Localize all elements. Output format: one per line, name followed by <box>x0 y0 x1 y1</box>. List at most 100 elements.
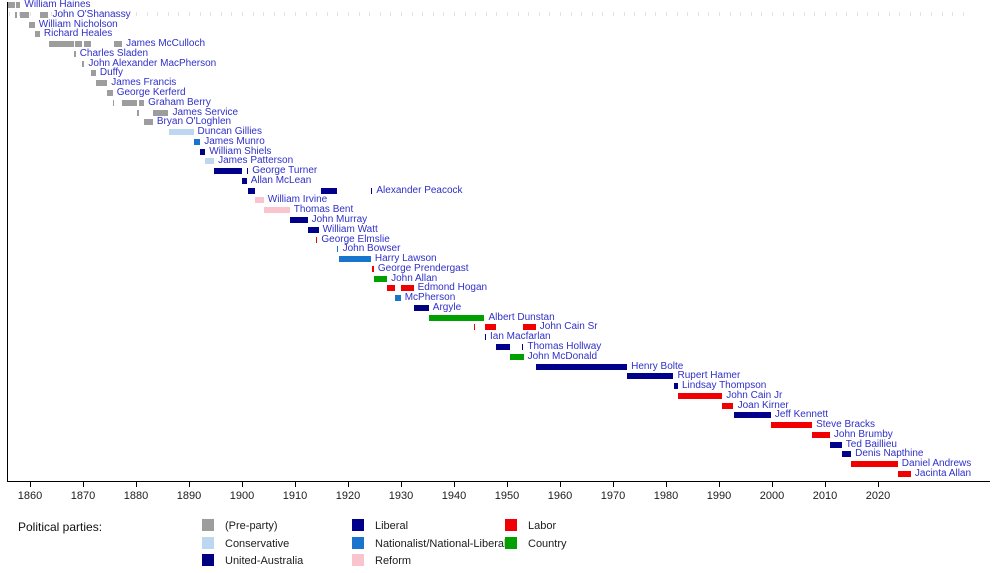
legend-label-reform: Reform <box>375 555 412 567</box>
term-bar <box>484 334 486 341</box>
top-minor-tick <box>825 12 826 16</box>
premier-label: John McDonald <box>527 350 598 362</box>
top-minor-tick <box>538 12 540 16</box>
premier-label: George Turner <box>252 165 318 177</box>
top-minor-tick <box>178 12 180 16</box>
top-minor-tick <box>909 12 911 16</box>
x-axis-tick-label: 1950 <box>494 490 520 502</box>
term-bar <box>428 314 474 321</box>
premier-label: Richard Heales <box>43 28 113 40</box>
premier-label: Steve Bracks <box>816 419 876 431</box>
top-minor-tick <box>210 12 212 16</box>
legend-swatch-conservative <box>202 537 214 549</box>
top-minor-tick <box>931 12 932 16</box>
premier-label: John Brumby <box>833 428 893 440</box>
term-bar <box>485 324 496 331</box>
top-minor-tick <box>326 12 328 16</box>
x-axis-tick <box>295 481 296 487</box>
top-minor-tick <box>242 12 243 16</box>
x-axis-tick-label: 2010 <box>812 490 838 502</box>
premier-label: Daniel Andrews <box>901 458 972 470</box>
x-axis-tick <box>772 481 773 487</box>
x-axis-tick-label: 1880 <box>123 490 149 502</box>
premier-label: John Cain Jr <box>726 389 783 401</box>
premier-label: Denis Napthine <box>855 448 924 460</box>
premier-label: Albert Dunstan <box>488 311 555 323</box>
x-axis-tick-label: 1970 <box>600 490 626 502</box>
premier-label: James Patterson <box>218 155 294 167</box>
legend: Political parties: (Pre-party) Conservati… <box>0 510 1000 573</box>
top-minor-tick <box>83 12 84 16</box>
top-minor-tick <box>432 12 434 16</box>
premier-label: Charles Sladen <box>79 47 149 59</box>
term-bar <box>829 441 842 448</box>
term-bar <box>395 295 401 302</box>
top-minor-tick <box>379 12 381 16</box>
term-bar <box>263 207 290 214</box>
term-bar <box>316 226 319 233</box>
term-bar <box>722 402 734 409</box>
premier-label: Duffy <box>99 67 124 79</box>
x-axis-tick <box>189 481 190 487</box>
top-minor-tick <box>517 12 519 16</box>
term-bar <box>200 148 206 155</box>
term-bar <box>214 168 242 175</box>
x-axis-tick-label: 2020 <box>865 490 891 502</box>
top-minor-tick <box>740 12 742 16</box>
premier-label: George Prendergast <box>377 262 469 274</box>
top-minor-tick <box>888 12 890 16</box>
term-bar <box>522 353 524 360</box>
term-bar <box>144 119 153 126</box>
legend-label-liberal: Liberal <box>375 520 409 532</box>
x-axis-tick-label: 1930 <box>388 490 414 502</box>
top-minor-tick <box>920 12 922 16</box>
x-axis-tick-label: 1920 <box>335 490 361 502</box>
premier-label: James Francis <box>111 77 177 89</box>
top-minor-tick <box>591 12 593 16</box>
top-minor-tick <box>390 12 392 16</box>
premier-label: James McCulloch <box>126 38 206 50</box>
top-minor-tick <box>507 12 508 16</box>
top-minor-tick <box>676 12 678 16</box>
term-bar <box>95 80 108 87</box>
x-axis-tick-label: 1960 <box>547 490 573 502</box>
premier-label: James Munro <box>204 135 265 147</box>
premier-label: John Murray <box>311 213 368 225</box>
premier-label: George Elmslie <box>321 233 390 245</box>
premier-label: Edmond Hogan <box>417 282 488 294</box>
premier-label: Harry Lawson <box>374 253 437 264</box>
top-minor-tick <box>581 12 583 16</box>
premier-label: Duncan Gillies <box>197 126 262 137</box>
term-bar <box>247 187 255 194</box>
term-bar <box>627 373 674 380</box>
x-axis-tick-label: 1940 <box>441 490 467 502</box>
x-axis-tick <box>507 481 508 487</box>
top-minor-tick <box>93 12 95 16</box>
term-bar <box>113 41 123 48</box>
top-minor-tick <box>634 12 636 16</box>
legend-label-country: Country <box>528 538 567 550</box>
plot-area: 1860 1870 1880 1890 1900 1910 1920 1930 1940 1950… <box>7 0 990 502</box>
top-minor-tick <box>252 12 254 16</box>
premier-label: John O'Shanassy <box>52 8 131 20</box>
top-minor-tick <box>782 12 784 16</box>
top-minor-tick <box>189 12 190 16</box>
legend-label-preparty: (Pre-party) <box>225 520 278 532</box>
top-minor-tick <box>8 12 10 16</box>
term-bar <box>372 265 374 272</box>
premier-label: Jacinta Allan <box>914 468 972 479</box>
x-axis-tick <box>825 481 826 487</box>
term-bar <box>122 99 137 106</box>
x-axis-tick-label: 1870 <box>70 490 96 502</box>
term-bar <box>168 129 194 135</box>
top-minor-tick <box>697 12 699 16</box>
x-axis-tick-label: 1980 <box>653 490 679 502</box>
x-axis-tick-label: 1860 <box>17 490 43 502</box>
legend-label-labor: Labor <box>528 520 557 532</box>
top-minor-tick <box>793 12 795 16</box>
top-minor-tick <box>761 12 763 16</box>
term-bar <box>84 41 91 48</box>
top-minor-tick <box>284 12 286 16</box>
top-minor-tick <box>962 12 964 16</box>
